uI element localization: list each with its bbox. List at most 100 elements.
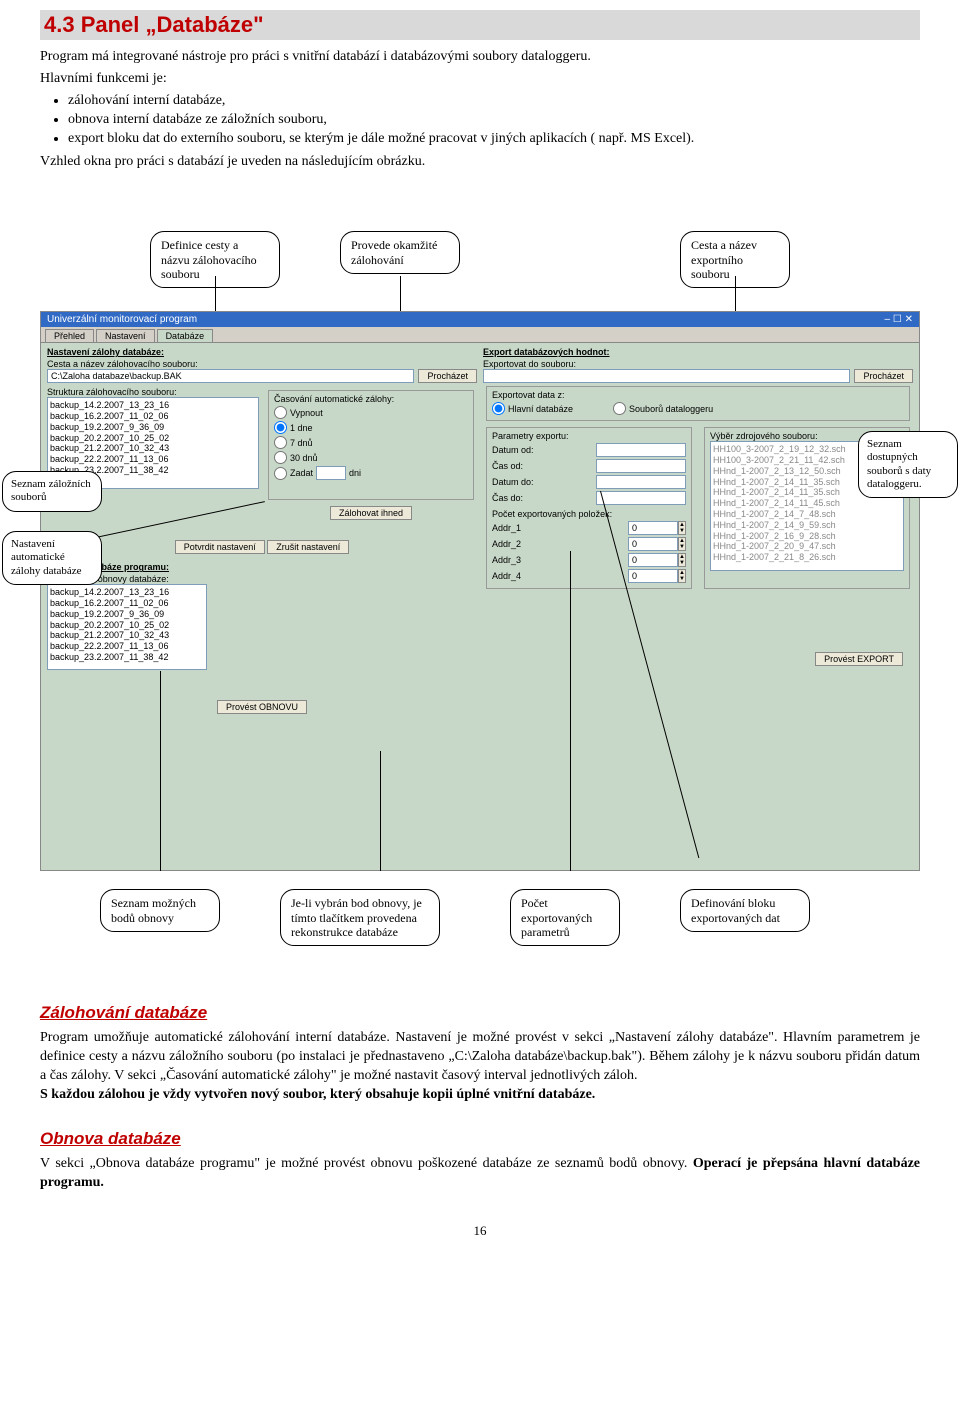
addr-label: Addr_4	[492, 571, 521, 581]
date-to-field[interactable]	[596, 475, 686, 489]
radio-custom-label: Zadat	[290, 468, 313, 478]
radio-1day[interactable]	[274, 421, 287, 434]
list-item[interactable]: backup_14.2.2007_13_23_16	[50, 587, 204, 598]
addr-field[interactable]: 0	[628, 553, 678, 567]
spin-arrows[interactable]: ▲▼	[678, 569, 686, 583]
list-item[interactable]: backup_21.2.2007_10_32_43	[50, 630, 204, 641]
date-from-field[interactable]	[596, 443, 686, 457]
bullet: obnova interní databáze ze záložních sou…	[68, 111, 920, 130]
addr-field[interactable]: 0	[628, 569, 678, 583]
count-label: Počet exportovaných položek:	[492, 509, 686, 519]
spin-arrows[interactable]: ▲▼	[678, 521, 686, 535]
page-number: 16	[40, 1223, 920, 1239]
dni-label: dni	[349, 468, 361, 478]
restore-list[interactable]: backup_14.2.2007_13_23_16 backup_16.2.20…	[47, 584, 207, 670]
list-item[interactable]: HHnd_1-2007_2_14_9_59.sch	[713, 520, 901, 531]
spin-arrows[interactable]: ▲▼	[678, 537, 686, 551]
date-from-label: Datum od:	[492, 445, 534, 455]
app-screenshot: Univerzální monitorovací program – ☐ ✕ P…	[40, 311, 920, 871]
callout-restore-button: Je-li vybrán bod obnovy, je tímto tlačít…	[280, 889, 440, 946]
intro-bullets: zálohování interní databáze, obnova inte…	[68, 92, 920, 149]
list-item[interactable]: HHnd_1-2007_2_14_7_48.sch	[713, 509, 901, 520]
export-to-label: Exportovat do souboru:	[483, 359, 913, 369]
body-backup-text: Program umožňuje automatické zálohování …	[40, 1030, 920, 1083]
list-item[interactable]: backup_21.2.2007_10_32_43	[50, 443, 256, 454]
restore-label: Vyberte bod obnovy databáze:	[47, 574, 477, 584]
body-restore-text: V sekci „Obnova databáze programu" je mo…	[40, 1156, 693, 1171]
radio-logger-files-label: Souborů dataloggeru	[629, 404, 713, 414]
radio-custom[interactable]	[274, 467, 287, 480]
radio-logger-files[interactable]	[613, 402, 626, 415]
callout-export-block: Definování bloku exportovaných dat	[680, 889, 810, 932]
tab-overview[interactable]: Přehled	[45, 329, 94, 342]
time-to-label: Čas do:	[492, 493, 523, 503]
list-item[interactable]: HHnd_1-2007_2_16_9_28.sch	[713, 531, 901, 542]
group-backup-settings: Nastavení zálohy databáze:	[47, 347, 477, 357]
list-item[interactable]: backup_20.2.2007_10_25_02	[50, 433, 256, 444]
addr-field[interactable]: 0	[628, 521, 678, 535]
intro-p2: Hlavními funkcemi je:	[40, 70, 920, 88]
window-title: Univerzální monitorovací program	[47, 314, 197, 325]
backup-path-field[interactable]: C:\Zaloha databaze\backup.BAK	[47, 369, 414, 383]
window-controls[interactable]: – ☐ ✕	[885, 314, 913, 325]
spin-arrows[interactable]: ▲▼	[678, 553, 686, 567]
list-item[interactable]: backup_19.2.2007_9_36_09	[50, 422, 256, 433]
list-item[interactable]: backup_23.2.2007_11_38_42	[50, 652, 204, 663]
list-item[interactable]: backup_19.2.2007_9_36_09	[50, 609, 204, 620]
backup-now-button[interactable]: Zálohovat ihned	[330, 506, 412, 520]
list-item[interactable]: HHnd_1-2007_2_20_9_47.sch	[713, 541, 901, 552]
list-item[interactable]: backup_14.2.2007_13_23_16	[50, 400, 256, 411]
list-item[interactable]: HHnd_1-2007_2_21_8_26.sch	[713, 552, 901, 563]
callout-backup-now: Provede okamžité zálohování	[340, 231, 460, 274]
restore-button[interactable]: Provést OBNOVU	[217, 700, 307, 714]
browse-button[interactable]: Procházet	[418, 369, 477, 383]
subheading-backup: Zálohování databáze	[40, 1003, 920, 1023]
section-title: 4.3 Panel „Databáze"	[40, 10, 920, 40]
browse-export-button[interactable]: Procházet	[854, 369, 913, 383]
time-to-field[interactable]	[596, 491, 686, 505]
list-item[interactable]: backup_16.2.2007_11_02_06	[50, 598, 204, 609]
radio-main-db-label: Hlavní databáze	[508, 404, 573, 414]
export-from-label: Exportovat data z:	[492, 390, 904, 400]
tab-database[interactable]: Databáze	[157, 329, 214, 342]
body-restore: V sekci „Obnova databáze programu" je mo…	[40, 1155, 920, 1193]
radio-main-db[interactable]	[492, 402, 505, 415]
radio-1day-label: 1 dne	[290, 423, 313, 433]
radio-30days[interactable]	[274, 451, 287, 464]
struct-label: Struktura zálohovacího souboru:	[47, 387, 259, 397]
intro-p3: Vzhled okna pro práci s databází je uved…	[40, 153, 920, 171]
list-item[interactable]: HHnd_1-2007_2_14_11_45.sch	[713, 498, 901, 509]
radio-off[interactable]	[274, 406, 287, 419]
time-from-field[interactable]	[596, 459, 686, 473]
radio-off-label: Vypnout	[290, 408, 323, 418]
addr-field[interactable]: 0	[628, 537, 678, 551]
radio-7days-label: 7 dnů	[290, 438, 313, 448]
export-button[interactable]: Provést EXPORT	[815, 652, 903, 666]
cancel-button[interactable]: Zrušit nastavení	[267, 540, 349, 554]
radio-30days-label: 30 dnů	[290, 453, 318, 463]
tab-settings[interactable]: Nastavení	[96, 329, 155, 342]
custom-days-field[interactable]	[316, 466, 346, 480]
timing-label: Časování automatické zálohy:	[274, 394, 468, 404]
date-to-label: Datum do:	[492, 477, 534, 487]
list-item[interactable]: backup_22.2.2007_11_13_06	[50, 641, 204, 652]
confirm-button[interactable]: Potvrdit nastavení	[175, 540, 265, 554]
addr-label: Addr_2	[492, 539, 521, 549]
subheading-restore: Obnova databáze	[40, 1129, 920, 1149]
callout-restore-points: Seznam možných bodů obnovy	[100, 889, 220, 932]
list-item[interactable]: backup_16.2.2007_11_02_06	[50, 411, 256, 422]
callout-export-count: Počet exportovaných parametrů	[510, 889, 620, 946]
path-label: Cesta a název zálohovacího souboru:	[47, 359, 477, 369]
callout-backup-list: Seznam záložních souborů	[2, 471, 102, 511]
group-export: Export databázových hodnot:	[483, 347, 913, 357]
list-item[interactable]: backup_22.2.2007_11_13_06	[50, 454, 256, 465]
export-path-field[interactable]	[483, 369, 850, 383]
radio-7days[interactable]	[274, 436, 287, 449]
tabs: Přehled Nastavení Databáze	[41, 327, 919, 343]
group-restore: Obnova databáze programu:	[47, 562, 477, 572]
body-backup-bold: S každou zálohou je vždy vytvořen nový s…	[40, 1087, 595, 1102]
top-callouts: Definice cesty a názvu zálohovacího soub…	[40, 211, 920, 311]
bullet: export bloku dat do externího souboru, s…	[68, 130, 920, 149]
callout-logger-files: Seznam dostupných souborů s daty datalog…	[858, 431, 958, 498]
list-item[interactable]: backup_20.2.2007_10_25_02	[50, 620, 204, 631]
